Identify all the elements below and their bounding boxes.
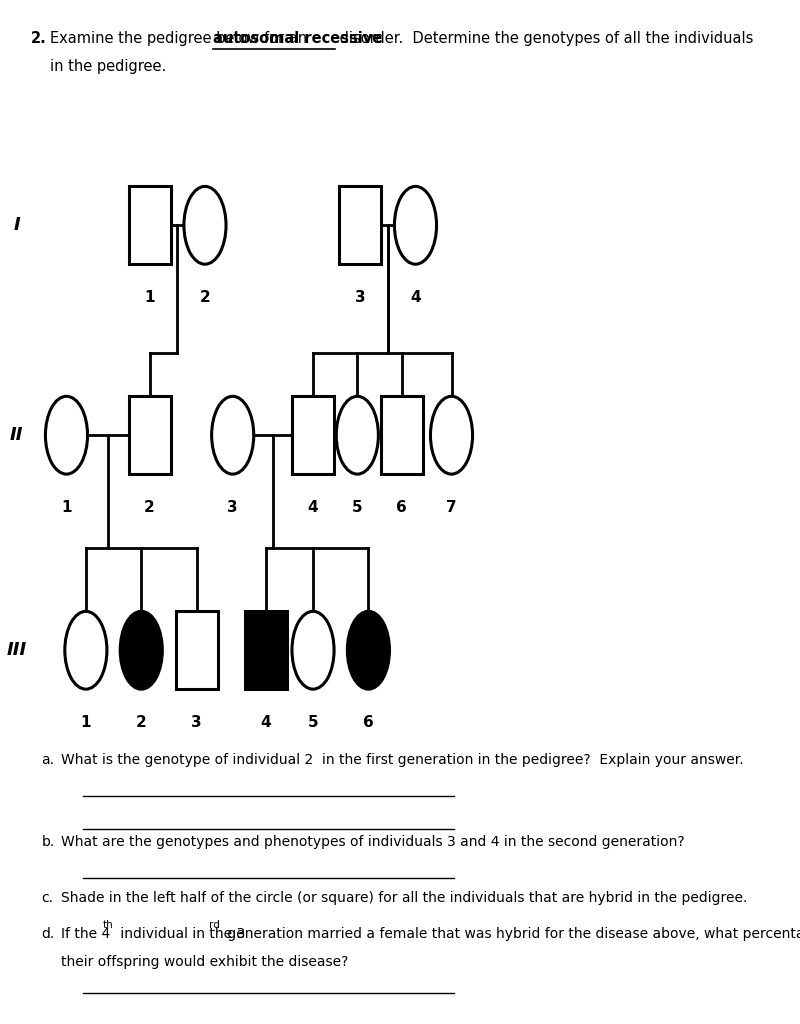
Text: What are the genotypes and phenotypes of individuals 3 and 4 in the second gener: What are the genotypes and phenotypes of… xyxy=(61,835,685,849)
Text: c.: c. xyxy=(42,891,54,905)
Text: in the pedigree.: in the pedigree. xyxy=(50,59,166,75)
FancyBboxPatch shape xyxy=(129,186,170,264)
Text: autosomal recessive: autosomal recessive xyxy=(214,31,382,46)
Text: 3: 3 xyxy=(354,290,366,305)
Text: III: III xyxy=(6,641,26,659)
FancyBboxPatch shape xyxy=(129,396,170,474)
Text: Shade in the left half of the circle (or square) for all the individuals that ar: Shade in the left half of the circle (or… xyxy=(61,891,747,905)
Text: 5: 5 xyxy=(352,500,362,515)
Text: 4: 4 xyxy=(308,500,318,515)
Text: 4: 4 xyxy=(261,715,271,730)
Text: 7: 7 xyxy=(446,500,457,515)
Text: 1: 1 xyxy=(62,500,72,515)
Text: 5: 5 xyxy=(308,715,318,730)
Ellipse shape xyxy=(184,186,226,264)
FancyBboxPatch shape xyxy=(339,186,381,264)
Text: 2: 2 xyxy=(136,715,146,730)
FancyBboxPatch shape xyxy=(176,611,218,689)
Text: 2: 2 xyxy=(144,500,155,515)
FancyBboxPatch shape xyxy=(381,396,422,474)
Text: disorder.  Determine the genotypes of all the individuals: disorder. Determine the genotypes of all… xyxy=(335,31,754,46)
Text: I: I xyxy=(14,216,20,234)
FancyBboxPatch shape xyxy=(292,396,334,474)
Text: If the 4: If the 4 xyxy=(61,927,110,941)
Text: individual in the 3: individual in the 3 xyxy=(116,927,246,941)
Text: 2.: 2. xyxy=(30,31,46,46)
Text: 6: 6 xyxy=(363,715,374,730)
Text: 3: 3 xyxy=(227,500,238,515)
Text: What is the genotype of individual 2  in the first generation in the pedigree?  : What is the genotype of individual 2 in … xyxy=(61,753,743,767)
Ellipse shape xyxy=(336,396,378,474)
Text: 2: 2 xyxy=(200,290,210,305)
Text: b.: b. xyxy=(42,835,55,849)
FancyBboxPatch shape xyxy=(245,611,287,689)
Ellipse shape xyxy=(120,611,162,689)
Text: a.: a. xyxy=(42,753,54,767)
Ellipse shape xyxy=(394,186,437,264)
Ellipse shape xyxy=(347,611,390,689)
Ellipse shape xyxy=(212,396,254,474)
Text: 1: 1 xyxy=(81,715,91,730)
Text: rd: rd xyxy=(209,920,220,930)
Text: 1: 1 xyxy=(144,290,155,305)
Ellipse shape xyxy=(65,611,107,689)
Text: th: th xyxy=(102,920,114,930)
Text: Examine the pedigree below for an: Examine the pedigree below for an xyxy=(50,31,312,46)
Text: d.: d. xyxy=(42,927,55,941)
Text: 6: 6 xyxy=(396,500,407,515)
Text: 3: 3 xyxy=(191,715,202,730)
Text: 4: 4 xyxy=(410,290,421,305)
Ellipse shape xyxy=(430,396,473,474)
Text: II: II xyxy=(10,426,23,444)
Ellipse shape xyxy=(46,396,87,474)
Ellipse shape xyxy=(292,611,334,689)
Text: generation married a female that was hybrid for the disease above, what percenta: generation married a female that was hyb… xyxy=(222,927,800,941)
Text: their offspring would exhibit the disease?: their offspring would exhibit the diseas… xyxy=(61,955,348,970)
